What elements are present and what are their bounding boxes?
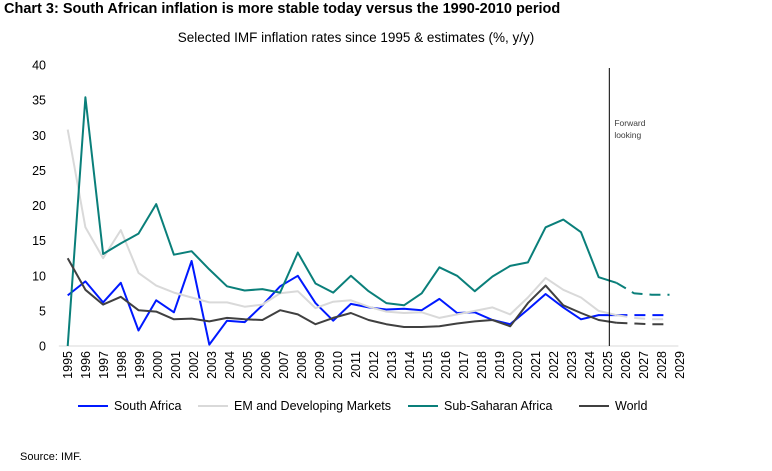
series-line-estimate-world [616,321,670,326]
y-tick-label: 0 [39,340,46,354]
legend-item: World [579,399,647,413]
y-tick-label: 25 [32,164,46,178]
legend-item: South Africa [78,399,181,413]
x-tick-label: 2005 [241,351,255,379]
forward-looking-label: Forward looking [614,118,645,140]
y-tick-label: 5 [39,304,46,318]
x-tick-label: 2001 [169,351,183,379]
legend-item: Sub-Saharan Africa [408,399,552,413]
x-tick-label: 2016 [439,351,453,379]
legend-label: Sub-Saharan Africa [444,399,553,413]
legend-swatch [78,405,108,407]
x-tick-label: 1997 [97,351,111,379]
y-tick-label: 10 [32,269,46,283]
x-tick-label: 2000 [151,351,165,379]
x-tick-label: 2018 [475,351,489,379]
x-tick-label: 2021 [529,351,543,379]
legend-item: EM and Developing Markets [198,399,391,413]
x-tick-label: 2020 [511,351,525,379]
legend: South Africa EM and Developing Markets Sub… [0,399,772,417]
x-tick-label: 2029 [673,351,687,379]
y-tick-label: 40 [32,59,46,73]
x-tick-label: 2024 [583,351,597,379]
x-tick-label: 2017 [457,351,471,379]
source-note: Source: IMF. [20,451,82,463]
x-tick-label: 1999 [133,351,147,379]
x-tick-label: 2009 [313,351,327,379]
x-tick-label: 2028 [655,351,669,379]
chart-subtitle: Selected IMF inflation rates since 1995 … [177,30,535,45]
x-tick-label: 2025 [601,351,615,379]
x-tick-label: 2008 [295,351,309,379]
x-tick-label: 1998 [115,351,129,379]
y-tick-label: 20 [32,199,46,213]
x-tick-label: 2027 [637,351,651,379]
legend-label: EM and Developing Markets [234,399,392,413]
legend-swatch [198,405,228,407]
y-tick-label: 15 [32,234,46,248]
x-tick-label: 2012 [367,351,381,379]
y-tick-label: 30 [32,129,46,143]
series-line-south-africa [67,260,617,346]
x-tick-label: 1995 [61,351,75,379]
x-tick-label: 2026 [619,351,633,379]
series-line-em-and-developing-markets [66,129,617,319]
legend-label: World [615,399,648,413]
legend-swatch [579,405,609,407]
x-tick-label: 2013 [385,351,399,379]
x-tick-label: 1996 [79,351,93,379]
x-tick-label: 2004 [223,351,237,379]
x-tick-label: 2007 [277,351,291,379]
x-tick-label: 2002 [187,351,201,379]
chart-title: Chart 3: South African inflation is more… [4,1,561,17]
legend-swatch [408,405,438,407]
x-tick-label: 2014 [403,351,417,379]
x-tick-label: 2023 [565,351,579,379]
y-tick-label: 35 [32,94,46,108]
series-line-estimate-sub-saharan-africa [615,281,670,296]
x-tick-label: 2022 [547,351,561,379]
series-line-estimate-em-and-developing-markets [616,314,670,321]
series-line-world [66,257,617,328]
legend-label: South Africa [114,399,182,413]
series-lines [66,96,670,347]
x-tick-label: 2003 [205,351,219,379]
x-tick-label: 2006 [259,351,273,379]
x-tick-label: 2011 [349,351,363,378]
forward-looking-marker: Forward looking [608,68,646,346]
x-tick-label: 2019 [493,351,507,379]
x-tick-label: 2010 [331,351,345,379]
x-tick-label: 2015 [421,351,435,379]
series-line-sub-saharan-africa [66,96,617,347]
